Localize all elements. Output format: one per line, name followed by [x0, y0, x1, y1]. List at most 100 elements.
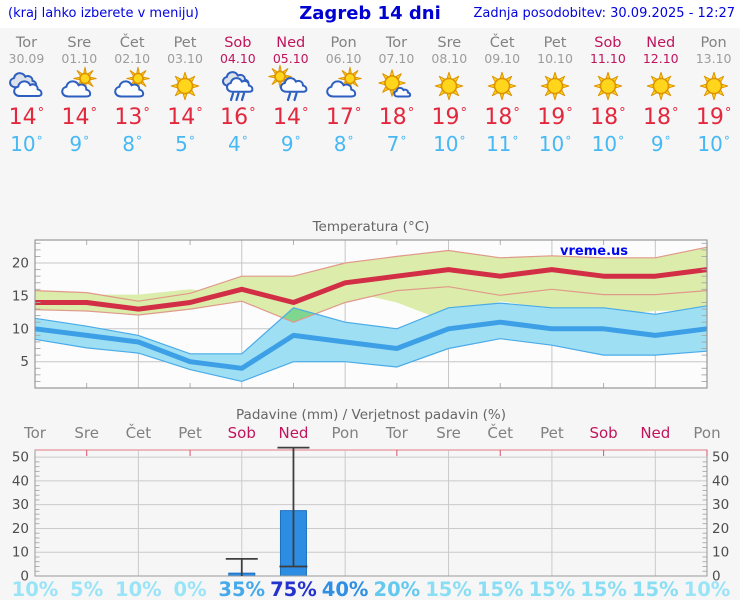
precip-y-axis-label-left: 50 [12, 450, 29, 466]
low-temp-value: 9 [650, 131, 664, 156]
precip-probability: 0% [174, 578, 207, 600]
top-header: (kraj lahko izberete v meniju) Zagreb 14… [0, 0, 740, 28]
day-date: 09.10 [484, 50, 521, 66]
day-date: 12.10 [642, 50, 679, 66]
high-temp: 14° [159, 105, 212, 130]
weather-icon-cloudy [6, 69, 46, 103]
last-updated: Zadnja posodobitev: 30.09.2025 - 12:27 [473, 6, 735, 21]
high-temp: 18° [370, 105, 423, 130]
weather-icon-partly-sunny [61, 67, 97, 98]
temperature-chart: 5 10 15 20 Temperatura (°C) vreme.us [12, 219, 708, 389]
day-column: Pon 13.10 19° 10° [687, 28, 740, 158]
degree-symbol: ° [143, 106, 150, 122]
day-date: 13.10 [695, 50, 732, 66]
temp-band-edge [34, 338, 708, 383]
day-name: Sre [437, 35, 462, 51]
weather-icon-sunny [482, 69, 522, 103]
weather-icon-sunny [641, 69, 681, 103]
precip-y-axis-label-left: 40 [12, 473, 29, 489]
weather-icon-cloudy [9, 72, 43, 98]
temp-max-line [35, 267, 708, 312]
weather-icon-mostly-sunny [376, 69, 416, 103]
day-name: Sre [67, 35, 92, 51]
precip-day-label: Sre [436, 424, 461, 442]
day-column: Sob 04.10 16° 4° [211, 28, 264, 158]
precip-probability: 10% [12, 578, 59, 600]
high-temp: 18° [581, 105, 634, 130]
precip-day-label: Čet [487, 423, 513, 442]
low-temp: 10° [581, 131, 634, 158]
precip-probability: 40% [322, 578, 369, 600]
low-temp: 11° [476, 131, 529, 158]
precip-y-axis-label-right: 10 [712, 545, 729, 561]
degree-symbol: ° [460, 106, 468, 122]
precip-y-axis-label-left: 0 [20, 569, 29, 585]
low-temp: 9° [264, 131, 317, 158]
degree-symbol: ° [459, 133, 466, 148]
precip-y-axis-label-right: 40 [712, 473, 729, 489]
low-temp-value: 9 [280, 131, 294, 156]
forecast-panel: Tor 30.09 14° 10° Sre 01.10 14° 9° Čet 02.10 13° 8°… [0, 28, 740, 600]
day-name: Ned [646, 35, 676, 51]
degree-symbol: ° [512, 133, 519, 148]
precip-probability: 15% [632, 578, 679, 600]
low-temp-value: 10 [10, 131, 36, 156]
precip-probability: 15% [529, 578, 576, 600]
day-column: Tor 30.09 14° 10° [0, 28, 53, 158]
high-temp: 18° [476, 105, 529, 130]
high-temp: 18° [634, 105, 687, 130]
low-temp: 9° [634, 131, 687, 158]
day-name: Sob [224, 35, 252, 51]
precip-plot-area [35, 450, 707, 576]
precip-probability: 15% [425, 578, 472, 600]
day-name: Tor [385, 35, 408, 51]
high-temp-value: 18 [642, 105, 671, 131]
precip-y-axis-label-right: 30 [712, 497, 729, 513]
high-temp-value: 18 [378, 105, 407, 131]
weather-icon-sunny [540, 72, 570, 101]
high-temp: 13° [106, 105, 159, 130]
degree-symbol: ° [196, 106, 203, 122]
day-date: 08.10 [431, 50, 468, 66]
precip-day-label: Ned [278, 424, 308, 442]
temp-band-edge [34, 246, 708, 302]
degree-symbol: ° [723, 133, 730, 148]
precip-probability: 35% [218, 578, 265, 600]
high-temp-value: 18 [484, 105, 513, 131]
temp-y-axis-label: 5 [20, 354, 29, 370]
degree-symbol: ° [301, 106, 309, 122]
precip-day-label: Pon [693, 424, 720, 442]
precip-probability: 75% [270, 578, 317, 600]
weather-icon-sunny [588, 69, 628, 103]
day-name: Tor [15, 35, 38, 51]
day-column: Sob 11.10 18° 10° [581, 28, 634, 158]
day-column: Ned 12.10 18° 9° [634, 28, 687, 158]
weather-icon-sunny [593, 72, 623, 101]
degree-symbol: ° [136, 133, 143, 148]
weather-icon-sunny [435, 72, 464, 101]
day-date: 07.10 [378, 50, 415, 66]
day-column: Sre 08.10 19° 10° [423, 28, 476, 158]
day-column: Čet 09.10 18° 11° [476, 28, 529, 158]
high-temp: 14° [0, 105, 53, 130]
low-temp-value: 8 [333, 131, 347, 156]
low-temp-value: 10 [591, 131, 618, 156]
temp-y-axis-label: 15 [12, 288, 29, 304]
day-name: Čet [119, 35, 145, 51]
low-temp: 8° [317, 131, 370, 158]
degree-symbol: ° [188, 133, 195, 148]
high-temp: 14° [53, 105, 106, 130]
high-temp-value: 19 [537, 105, 566, 131]
high-temp-value: 14 [272, 105, 301, 131]
day-name: Ned [276, 35, 306, 51]
degree-symbol: ° [354, 106, 362, 122]
weather-icon-partly-sunny [324, 67, 364, 103]
high-temp-value: 19 [431, 105, 460, 131]
high-temp-value: 14 [8, 105, 37, 131]
forecast-strip: Tor 30.09 14° 10° Sre 01.10 14° 9° Čet 02.10 13° 8°… [0, 28, 740, 158]
high-temp-value: 19 [695, 105, 724, 131]
degree-symbol: ° [566, 106, 573, 122]
precip-day-label: Pet [178, 424, 202, 442]
day-date: 10.10 [537, 50, 573, 66]
